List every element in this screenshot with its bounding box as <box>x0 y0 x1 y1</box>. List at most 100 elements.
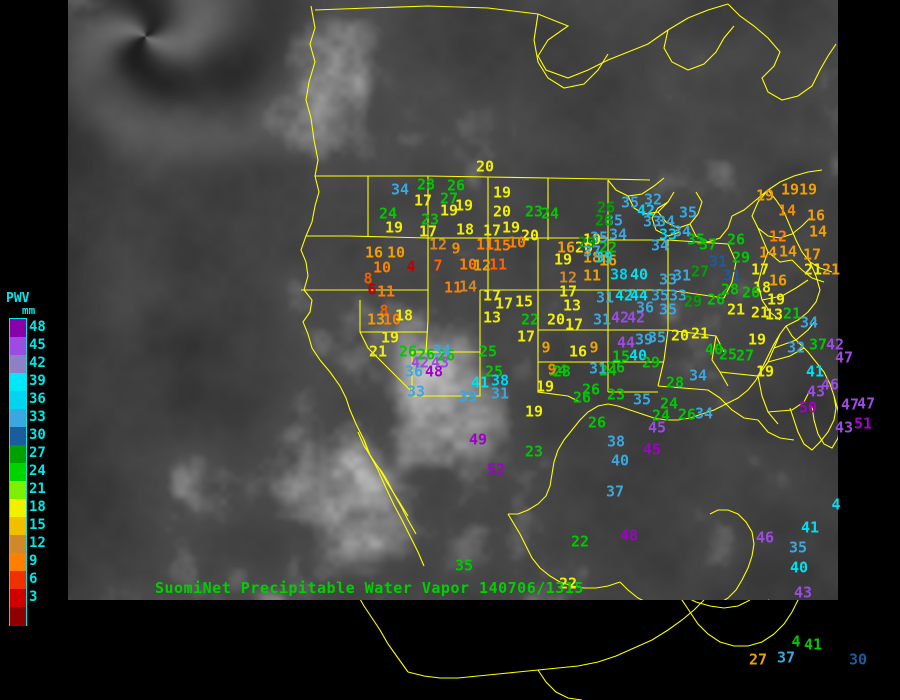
colorbar-swatch-30 <box>10 427 26 446</box>
boundary-path <box>757 375 779 425</box>
colorbar-tick-27: 27 <box>29 445 46 461</box>
boundary-path <box>411 351 480 392</box>
boundary-path <box>785 325 837 451</box>
boundary-path <box>761 279 809 301</box>
station-pwv-value: 47 <box>856 394 876 413</box>
boundary-path <box>667 289 725 299</box>
boundary-path <box>627 191 675 215</box>
boundary-path <box>811 395 838 449</box>
colorbar-tick-39: 39 <box>29 373 46 389</box>
boundary-path <box>757 227 793 263</box>
colorbar-swatch-0 <box>10 607 26 626</box>
boundary-path <box>537 290 608 331</box>
boundary-path <box>785 261 821 327</box>
boundary-path <box>779 217 811 239</box>
colorbar-tick-48: 48 <box>29 319 46 335</box>
boundary-path <box>657 191 703 229</box>
boundary-path <box>537 669 583 700</box>
lower-coastline-overlay <box>68 600 900 700</box>
boundary-path <box>657 385 721 399</box>
boundary-path <box>731 169 823 217</box>
boundary-path <box>315 175 651 181</box>
boundary-path <box>767 189 833 273</box>
boundary-path <box>757 251 781 321</box>
boundary-path <box>538 238 609 291</box>
colorbar-tick-45: 45 <box>29 337 46 353</box>
boundary-path <box>306 235 429 239</box>
colorbar-units-label: mm <box>22 304 36 317</box>
colorbar-tick-42: 42 <box>29 355 46 371</box>
boundary-path <box>767 347 805 363</box>
boundary-path <box>357 431 409 517</box>
boundary-path <box>689 215 733 243</box>
boundary-path <box>657 290 669 387</box>
colorbar-swatch-27 <box>10 445 26 464</box>
boundary-path <box>301 238 429 291</box>
boundary-path <box>407 600 705 679</box>
colorbar-swatch-48 <box>10 319 26 338</box>
boundary-path <box>412 352 481 397</box>
colorbar-swatch-45 <box>10 337 26 356</box>
boundary-path <box>751 189 781 239</box>
colorbar-tick-24: 24 <box>29 463 46 479</box>
boundary-path <box>651 201 681 237</box>
boundary-path <box>727 3 837 101</box>
boundary-path <box>757 419 795 441</box>
boundary-path <box>663 25 735 71</box>
boundary-path <box>533 13 609 89</box>
boundary-path <box>619 579 743 600</box>
boundary-path <box>719 333 781 377</box>
colorbar-tick-3: 3 <box>29 589 38 605</box>
boundary-path <box>314 3 729 79</box>
boundary-path <box>359 300 413 393</box>
colorbar-swatch-12 <box>10 535 26 554</box>
boundary-path <box>608 239 669 291</box>
colorbar-swatch-36 <box>10 391 26 410</box>
colorbar-swatch-9 <box>10 553 26 572</box>
pwv-colorbar-legend: PWV mm 48 45 42 39 36 33 30 27 24 21 18 15 12 9 6 3 <box>0 292 62 630</box>
colorbar-gradient-bar <box>9 318 27 626</box>
satellite-image-panel <box>68 0 838 600</box>
boundary-path <box>681 600 799 647</box>
boundary-path <box>487 238 538 291</box>
colorbar-swatch-3 <box>10 589 26 608</box>
boundary-path <box>537 362 581 403</box>
colorbar-swatch-18 <box>10 499 26 518</box>
map-title: SuomiNet Precipitable Water Vapor 140706… <box>155 579 584 597</box>
boundary-path <box>773 319 817 349</box>
boundary-path <box>507 513 621 589</box>
colorbar-title: PWV <box>6 291 30 306</box>
colorbar-tick-36: 36 <box>29 391 46 407</box>
colorbar-swatch-33 <box>10 409 26 428</box>
colorbar-swatch-6 <box>10 571 26 590</box>
boundary-path <box>709 509 755 581</box>
boundary-path <box>359 600 409 673</box>
colorbar-swatch-21 <box>10 481 26 500</box>
colorbar-tick-18: 18 <box>29 499 46 515</box>
colorbar-swatch-42 <box>10 355 26 374</box>
boundary-path <box>300 5 425 567</box>
boundary-path <box>791 259 825 283</box>
geographic-boundaries-overlay <box>300 3 838 600</box>
colorbar-tick-9: 9 <box>29 553 38 569</box>
boundary-path <box>690 600 751 609</box>
boundary-path <box>711 335 729 387</box>
boundary-path <box>480 289 539 352</box>
colorbar-tick-6: 6 <box>29 571 38 587</box>
boundary-path <box>719 397 759 421</box>
boundary-path <box>425 290 429 353</box>
colorbar-swatch-39 <box>10 373 26 392</box>
colorbar-tick-21: 21 <box>29 481 46 497</box>
colorbar-tick-12: 12 <box>29 535 46 551</box>
boundary-path <box>667 239 737 299</box>
boundary-path <box>508 403 619 515</box>
boundary-path <box>617 325 787 421</box>
colorbar-tick-33: 33 <box>29 409 46 425</box>
boundary-path <box>537 330 608 363</box>
station-pwv-value: 47 <box>840 395 860 414</box>
colorbar-swatch-15 <box>10 517 26 536</box>
station-pwv-value: 51 <box>853 414 873 433</box>
colorbar-tick-30: 30 <box>29 427 46 443</box>
boundary-path <box>767 389 811 413</box>
